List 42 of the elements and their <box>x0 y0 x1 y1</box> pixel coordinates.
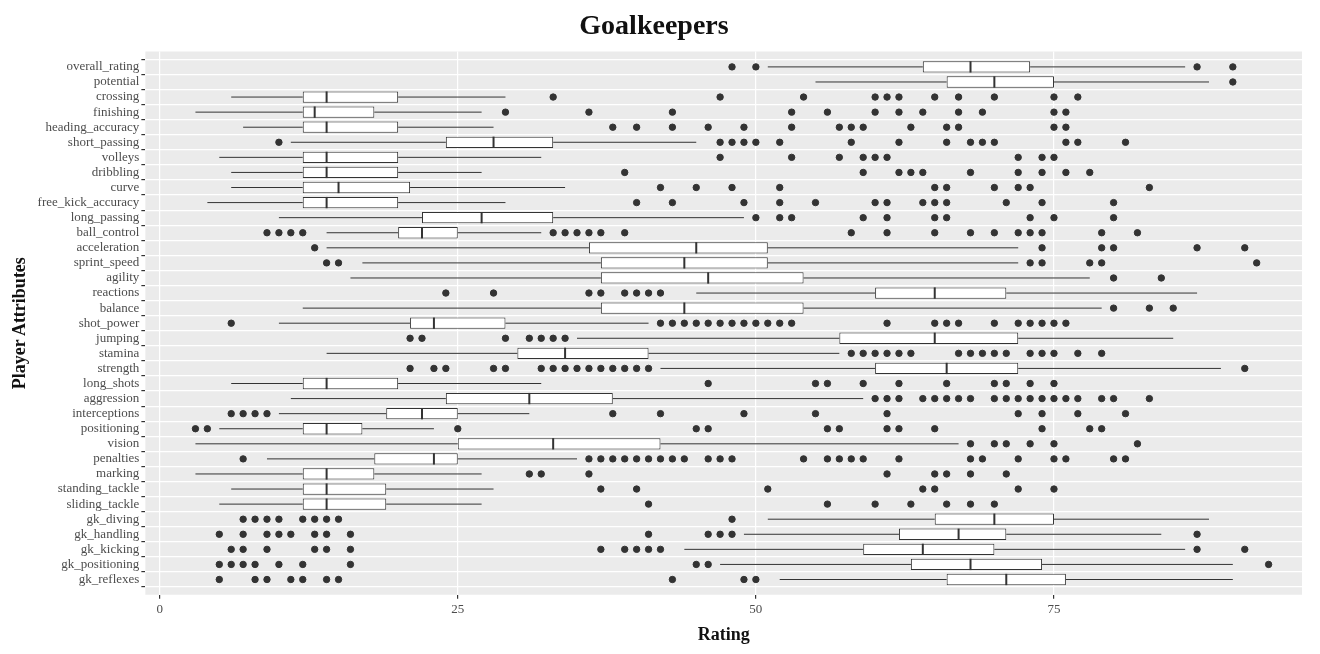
y-tick-label: crossing <box>96 88 140 104</box>
y-tick-label: gk_handling <box>74 525 140 541</box>
x-tick-label: 50 <box>749 601 763 617</box>
y-axis-title: Player Attributes <box>9 257 30 390</box>
y-tick-label: strength <box>97 359 140 375</box>
y-tick-label: ball_control <box>76 224 140 240</box>
y-tick-label: short_passing <box>67 133 140 149</box>
y-tick-label: long_passing <box>70 209 140 225</box>
y-tick-label: potential <box>93 73 140 89</box>
y-tick-label: volleys <box>101 148 140 164</box>
x-tick-label: 75 <box>1047 601 1061 617</box>
y-tick-label: penalties <box>93 450 140 466</box>
y-tick-label: standing_tackle <box>57 480 140 496</box>
y-tick-label: vision <box>107 435 140 451</box>
chart-title: Goalkeepers <box>579 9 729 41</box>
y-tick-label: free_kick_accuracy <box>37 194 140 210</box>
y-tick-label: balance <box>99 299 140 315</box>
y-tick-label: acceleration <box>76 239 140 255</box>
y-tick-label: gk_positioning <box>61 555 140 571</box>
y-tick-label: interceptions <box>72 405 140 421</box>
y-tick-label: overall_rating <box>66 58 140 74</box>
y-tick-label: aggression <box>83 390 140 405</box>
y-tick-label: marking <box>96 465 140 481</box>
y-tick-label: gk_diving <box>86 510 140 526</box>
y-tick-label: dribbling <box>91 163 140 179</box>
y-tick-label: curve <box>110 178 140 194</box>
y-tick-label: positioning <box>80 420 140 436</box>
y-tick-label: gk_reflexes <box>78 570 140 586</box>
y-tick-label: long_shots <box>83 374 140 390</box>
y-tick-label: reactions <box>92 284 140 300</box>
x-axis-title: Rating <box>697 623 750 644</box>
x-tick-label: 25 <box>451 601 465 617</box>
y-tick-label: sliding_tackle <box>66 495 140 511</box>
y-tick-label: sprint_speed <box>73 254 140 270</box>
y-tick-label: shot_power <box>78 314 141 330</box>
y-tick-label: jumping <box>95 329 140 345</box>
y-tick-label: finishing <box>93 103 140 119</box>
y-tick-label: agility <box>106 269 140 285</box>
y-tick-label: heading_accuracy <box>45 118 140 134</box>
y-tick-label: stamina <box>98 344 140 360</box>
x-tick-label: 0 <box>156 601 163 617</box>
y-tick-label: gk_kicking <box>80 540 140 556</box>
